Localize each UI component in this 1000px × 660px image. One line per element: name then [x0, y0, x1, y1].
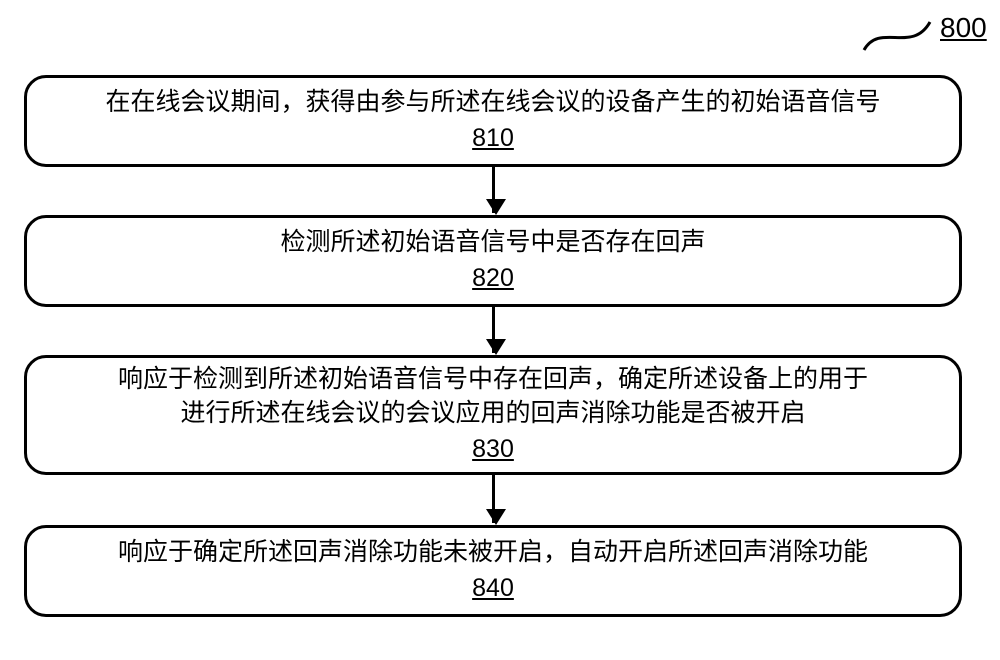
flow-node-number: 820: [472, 262, 514, 296]
figure-number: 800: [940, 12, 987, 44]
flow-node-840: 响应于确定所述回声消除功能未被开启，自动开启所述回声消除功能 840: [24, 525, 962, 617]
flow-node-number: 810: [472, 122, 514, 156]
flow-node-text: 响应于确定所述回声消除功能未被开启，自动开启所述回声消除功能: [118, 536, 868, 570]
flow-arrow: [492, 167, 495, 213]
flow-arrow: [492, 475, 495, 523]
flow-node-text-line2: 进行所述在线会议的会议应用的回声消除功能是否被开启: [180, 397, 805, 431]
flowchart-canvas: 800 在在线会议期间，获得由参与所述在线会议的设备产生的初始语音信号 810 …: [0, 0, 1000, 660]
flow-node-820: 检测所述初始语音信号中是否存在回声 820: [24, 215, 962, 307]
figure-pointer-curve: [862, 18, 932, 56]
flow-node-830: 响应于检测到所述初始语音信号中存在回声，确定所述设备上的用于 进行所述在线会议的…: [24, 355, 962, 475]
flow-node-text: 检测所述初始语音信号中是否存在回声: [280, 226, 705, 260]
flow-node-text: 在在线会议期间，获得由参与所述在线会议的设备产生的初始语音信号: [105, 86, 880, 120]
flow-node-text-line1: 响应于检测到所述初始语音信号中存在回声，确定所述设备上的用于: [118, 363, 868, 397]
flow-arrow: [492, 307, 495, 353]
flow-node-number: 830: [472, 433, 514, 467]
flow-node-number: 840: [472, 572, 514, 606]
flow-node-810: 在在线会议期间，获得由参与所述在线会议的设备产生的初始语音信号 810: [24, 75, 962, 167]
